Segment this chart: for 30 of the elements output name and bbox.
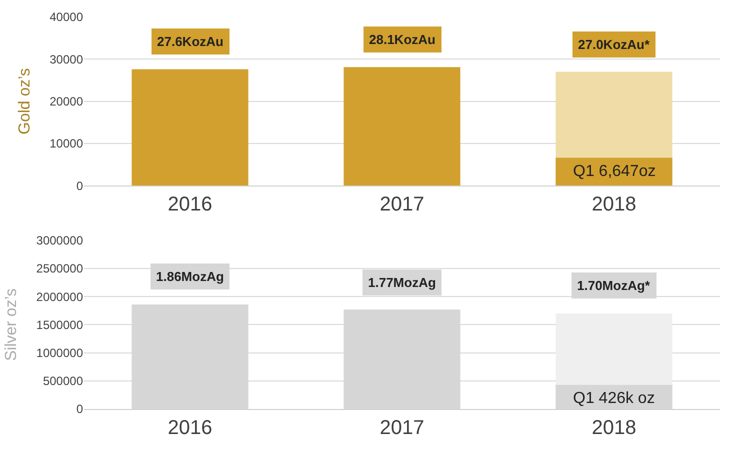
x-tick-label: 2018 (592, 194, 636, 216)
annotation: 1.86MozAg (156, 269, 224, 284)
y-tick-label: 10000 (50, 136, 84, 151)
annotation: 1.70MozAg* (577, 278, 651, 293)
y-tick-label: 500000 (42, 374, 84, 388)
y-tick-label: 1500000 (36, 318, 84, 332)
y-tick-label: 2500000 (36, 262, 84, 276)
annotation: 27.0KozAu* (578, 37, 650, 52)
y-axis-title: Silver oz’s (3, 288, 20, 362)
annotation: Q1 6,647oz (573, 163, 656, 180)
x-tick-label: 2016 (168, 417, 212, 439)
annotation: 27.6KozAu (157, 34, 224, 49)
annotation: 1.77MozAg (368, 275, 436, 290)
bar (344, 67, 460, 186)
y-axis-title: Gold oz’s (16, 68, 34, 134)
y-tick-label: 0 (76, 402, 84, 416)
y-tick-label: 0 (76, 178, 84, 193)
bar (132, 69, 248, 186)
x-tick-label: 2018 (592, 417, 636, 439)
y-tick-label: 1000000 (36, 346, 84, 360)
x-tick-label: 2017 (380, 417, 424, 439)
annotation: Q1 426k oz (573, 390, 655, 407)
y-tick-label: 3000000 (36, 234, 84, 248)
y-tick-label: 20000 (50, 94, 84, 108)
y-tick-label: 40000 (50, 10, 84, 24)
x-tick-label: 2017 (380, 194, 424, 216)
y-tick-label: 30000 (50, 52, 84, 66)
annotation: 28.1KozAu (369, 32, 436, 47)
y-tick-label: 2000000 (36, 290, 84, 304)
x-tick-label: 2016 (168, 194, 212, 216)
